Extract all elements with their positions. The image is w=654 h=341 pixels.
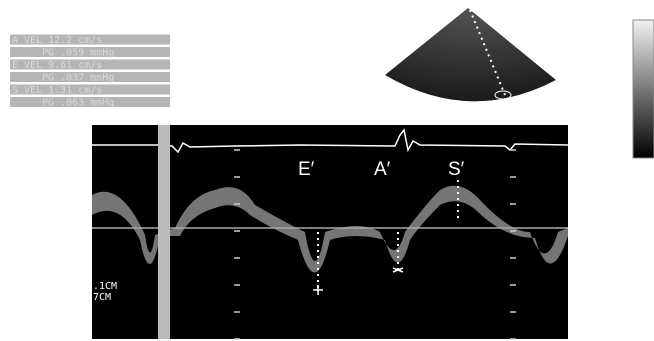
- cursor-bar: [158, 125, 170, 339]
- e-prime-label: E′: [298, 159, 315, 180]
- s-prime-label: S′: [448, 159, 465, 180]
- measurement: PG .059 mmHg: [42, 48, 114, 59]
- measurement: PG .063 mmHg: [42, 98, 114, 109]
- measurement: E VEL 9.61 cm/s: [12, 60, 102, 71]
- measurement: PG .037 mmHg: [42, 73, 114, 84]
- measurement: S VEL 1.31 cm/s: [12, 85, 102, 96]
- scale-bottom: 7CM: [93, 292, 111, 303]
- sector-image: [385, 8, 556, 101]
- scale-top: .1CM: [93, 281, 117, 292]
- grayscale-bar: [633, 20, 654, 158]
- measurement: A VEL 12.2 cm/s: [12, 35, 102, 46]
- screen: A VEL 12.2 cm/s PG .059 mmHgE VEL 9.61 cm…: [0, 0, 654, 341]
- a-prime-label: A′: [374, 159, 391, 180]
